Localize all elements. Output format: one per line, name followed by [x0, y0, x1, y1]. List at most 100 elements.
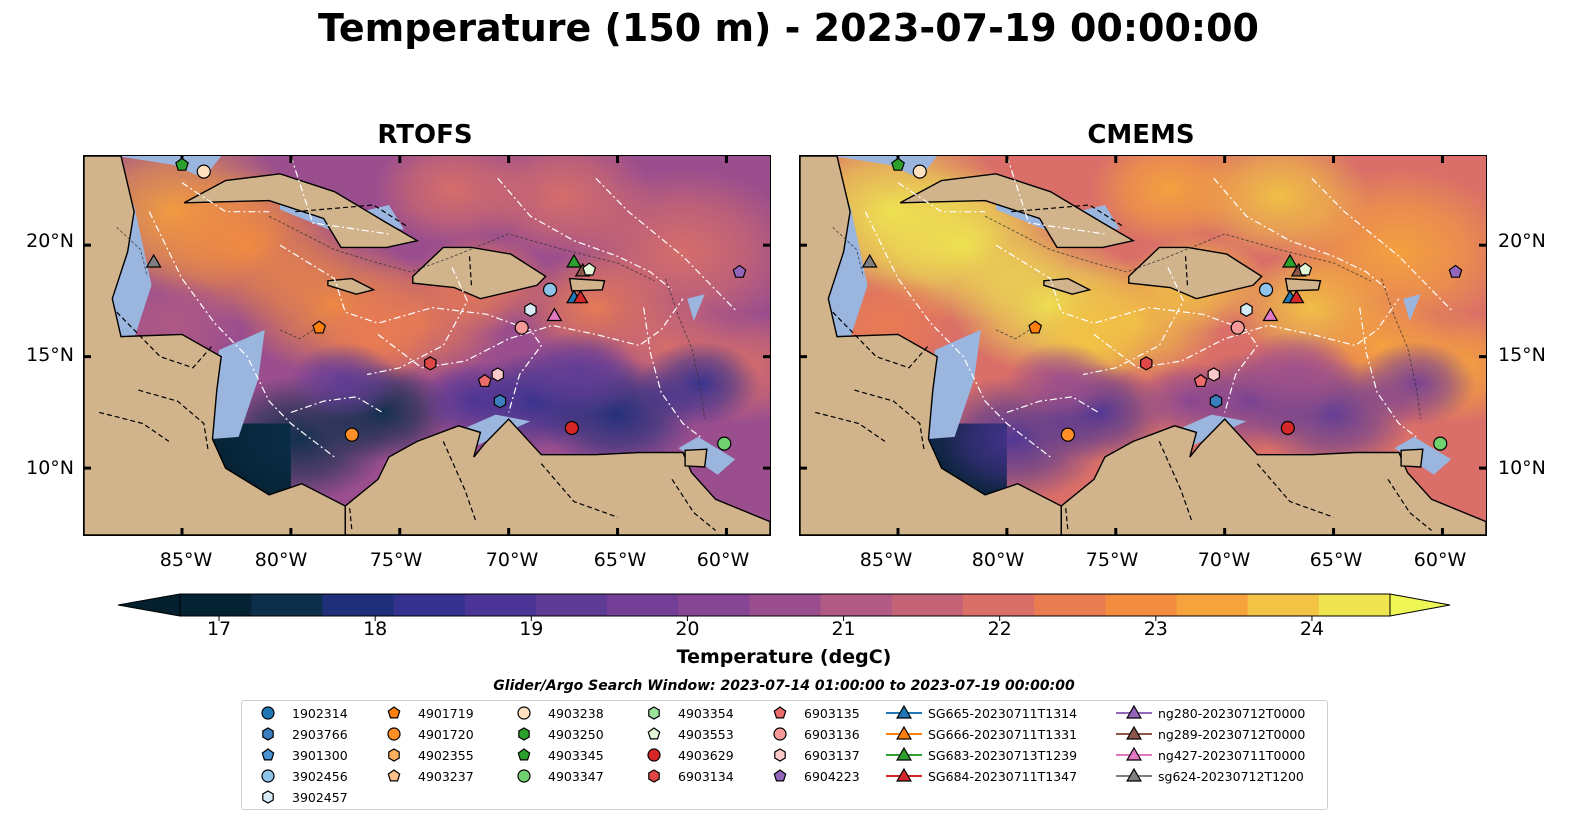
legend-marker	[517, 748, 531, 761]
legend-label: 4903354	[678, 705, 734, 721]
legend-marker-triangle-icon	[1116, 767, 1152, 782]
cmems-bathymetry-contour	[832, 226, 864, 277]
cmems-shelf	[1403, 294, 1421, 321]
rtofs-eez-boundary	[148, 211, 335, 458]
colorbar-segment	[251, 594, 323, 616]
colorbar-tick-label: 19	[519, 618, 544, 640]
rtofs-eez-boundary	[279, 244, 543, 413]
rtofs-marker-2903766	[493, 394, 507, 409]
rtofs-bathymetry-contour	[279, 327, 318, 340]
cmems-marker-4903629	[1280, 420, 1295, 436]
legend-marker	[1126, 704, 1142, 719]
legend-item: 6904223	[760, 767, 860, 785]
rtofs-marker-4903629	[564, 420, 579, 436]
rtofs-country-border	[671, 478, 716, 531]
rtofs-temperature-feature	[640, 341, 761, 426]
panel-title-cmems: CMEMS	[1087, 120, 1195, 150]
colorbar-segment	[322, 594, 395, 616]
legend-item: 4903354	[634, 704, 734, 722]
cmems-country-border	[1184, 256, 1189, 288]
legend-item: 3902456	[248, 767, 348, 785]
cmems-shelf	[1076, 205, 1121, 230]
cmems-country-border	[1387, 478, 1432, 531]
legend-item: 4903553	[634, 725, 734, 743]
legend-marker	[773, 706, 787, 719]
colorbar-segment	[607, 594, 679, 616]
colorbar-tick-label: 17	[206, 618, 232, 640]
legend-marker-circle-icon	[261, 769, 275, 783]
cmems-marker-3902456	[1258, 282, 1274, 297]
legend-marker	[647, 727, 661, 740]
legend-item: 4903345	[504, 746, 604, 764]
legend-label: 1902314	[292, 705, 348, 721]
legend-item: 4901719	[374, 704, 474, 722]
legend-item: 6903135	[760, 704, 860, 722]
lon-label-80w-right: 80°W	[971, 549, 1025, 571]
legend-item: ng289-20230712T0000	[1114, 725, 1305, 743]
legend-marker-triangle-icon	[1116, 725, 1152, 740]
colorbar-segment	[393, 594, 466, 616]
legend-item: 4903629	[634, 746, 734, 764]
colorbar-segment	[1247, 594, 1320, 616]
rtofs-eez-boundary	[290, 156, 389, 235]
legend-label: 6904223	[804, 768, 860, 784]
rtofs-land-puertoRico	[568, 277, 606, 292]
cmems-land-puertoRico	[1284, 277, 1322, 292]
legend-marker	[261, 706, 275, 720]
rtofs-shelf	[360, 205, 405, 230]
rtofs-land-jamaica	[327, 277, 376, 295]
rtofs-marker-6903136	[514, 320, 529, 335]
legend-item: 3901300	[248, 746, 348, 764]
legend-item: ng427-20230711T0000	[1114, 746, 1305, 764]
rtofs-eez-boundary	[377, 298, 684, 369]
panel-title-rtofs: RTOFS	[377, 120, 473, 150]
lon-label-85w-left: 85°W	[159, 549, 213, 571]
legend-item: 4902355	[374, 746, 474, 764]
legend-marker-circle-icon	[517, 706, 531, 720]
cmems-map[interactable]	[799, 155, 1487, 536]
rtofs-land-hispaniola	[412, 246, 547, 300]
cmems-marker-4901720	[1060, 427, 1075, 442]
legend-marker-triangle-icon	[886, 725, 922, 740]
legend-item: 6903134	[634, 767, 734, 785]
lon-label-75w-left: 75°W	[369, 549, 423, 571]
rtofs-country-border	[540, 463, 618, 518]
rtofs-map[interactable]	[83, 155, 771, 536]
colorbar-tick-label: 18	[363, 618, 388, 640]
legend-marker-circle-icon	[647, 748, 661, 762]
legend-marker	[261, 769, 275, 783]
legend-item: SG683-20230713T1239	[884, 746, 1077, 764]
colorbar-segment	[1318, 594, 1391, 616]
rtofs-marker-SG683-20230713T1239	[566, 253, 582, 268]
legend-item: SG666-20230711T1331	[884, 725, 1077, 743]
rtofs-temperature-feature	[374, 156, 535, 246]
legend-item: 4903347	[504, 767, 604, 785]
rtofs-marker-SG684-20230711T1347	[572, 289, 589, 304]
rtofs-marker-3902457	[524, 302, 537, 318]
legend-marker-hexagon-icon	[774, 748, 786, 762]
rtofs-eez-boundary	[290, 396, 383, 413]
cmems-country-border	[1011, 204, 1125, 228]
legend-label: 6903135	[804, 705, 860, 721]
legend-item: SG665-20230711T1314	[884, 704, 1077, 722]
lat-label-15-right: 15°N	[1498, 344, 1546, 366]
legend-marker	[517, 706, 531, 720]
rtofs-marker-sg624-20230712T1200	[145, 253, 162, 268]
legend-label: 4902355	[418, 747, 474, 763]
colorbar-segment	[1034, 594, 1106, 616]
legend-label: ng427-20230711T0000	[1158, 747, 1306, 763]
legend-item: 4903250	[504, 725, 604, 743]
legend-marker-circle-icon	[773, 727, 787, 741]
lon-label-60w-right: 60°W	[1413, 549, 1467, 571]
lat-label-10-left: 10°N	[26, 457, 74, 479]
rtofs-bathymetry-contour	[116, 226, 148, 277]
rtofs-shelf	[687, 294, 705, 321]
cmems-eez-boundary	[1359, 307, 1417, 438]
rtofs-marker-4901720	[344, 427, 359, 442]
cmems-eez-boundary	[864, 211, 1051, 458]
rtofs-country-border	[468, 256, 473, 288]
rtofs-marker-6903135	[477, 373, 492, 388]
cmems-marker-6903137	[1207, 367, 1221, 382]
legend-item: 4903237	[374, 767, 474, 785]
rtofs-land-cuba	[183, 173, 420, 249]
